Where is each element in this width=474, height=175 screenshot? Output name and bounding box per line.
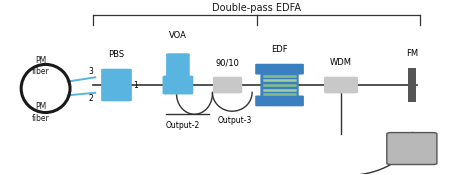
- Text: 90/10: 90/10: [216, 58, 239, 67]
- FancyBboxPatch shape: [255, 64, 304, 75]
- Text: EDF: EDF: [271, 45, 288, 54]
- Text: PM
fiber: PM fiber: [32, 102, 50, 122]
- FancyBboxPatch shape: [163, 76, 193, 94]
- Text: PM
fiber: PM fiber: [32, 56, 50, 76]
- Text: Output-3: Output-3: [218, 116, 252, 125]
- Text: PBS: PBS: [109, 50, 125, 59]
- Text: FM: FM: [406, 48, 418, 58]
- Text: 1: 1: [133, 80, 138, 90]
- Text: Double-pass EDFA: Double-pass EDFA: [212, 3, 301, 13]
- FancyBboxPatch shape: [213, 77, 242, 93]
- Text: VOA: VOA: [169, 31, 187, 40]
- Text: Pump: Pump: [399, 144, 425, 153]
- Text: WDM: WDM: [330, 58, 352, 67]
- FancyBboxPatch shape: [324, 77, 358, 93]
- Bar: [408, 68, 416, 102]
- FancyBboxPatch shape: [166, 53, 190, 79]
- FancyBboxPatch shape: [387, 133, 437, 164]
- FancyBboxPatch shape: [255, 96, 304, 106]
- Text: 3: 3: [88, 67, 93, 76]
- Text: 2: 2: [88, 94, 93, 103]
- FancyBboxPatch shape: [260, 73, 299, 97]
- Text: Output-2: Output-2: [165, 121, 200, 130]
- FancyBboxPatch shape: [101, 69, 132, 101]
